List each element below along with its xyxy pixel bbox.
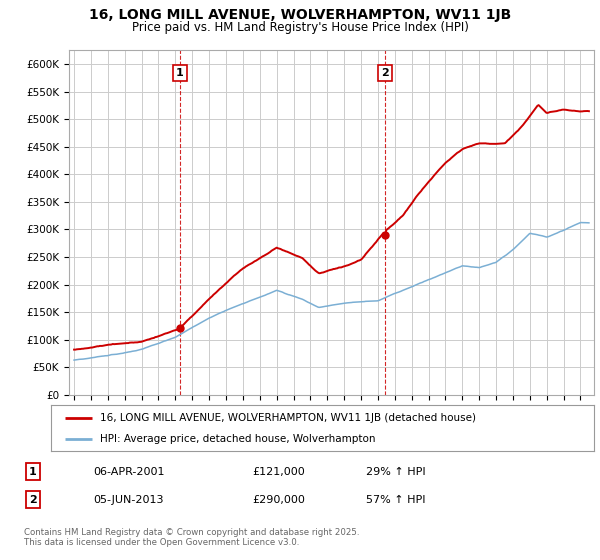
Text: 16, LONG MILL AVENUE, WOLVERHAMPTON, WV11 1JB (detached house): 16, LONG MILL AVENUE, WOLVERHAMPTON, WV1… xyxy=(100,413,476,423)
Text: £290,000: £290,000 xyxy=(252,494,305,505)
Text: 1: 1 xyxy=(176,68,184,78)
Text: 57% ↑ HPI: 57% ↑ HPI xyxy=(366,494,425,505)
Text: 16, LONG MILL AVENUE, WOLVERHAMPTON, WV11 1JB: 16, LONG MILL AVENUE, WOLVERHAMPTON, WV1… xyxy=(89,8,511,22)
Text: 06-APR-2001: 06-APR-2001 xyxy=(93,466,164,477)
Text: 2: 2 xyxy=(381,68,389,78)
Text: £121,000: £121,000 xyxy=(252,466,305,477)
Text: 29% ↑ HPI: 29% ↑ HPI xyxy=(366,466,425,477)
Text: HPI: Average price, detached house, Wolverhampton: HPI: Average price, detached house, Wolv… xyxy=(100,435,376,444)
Text: 2: 2 xyxy=(29,494,37,505)
Text: Price paid vs. HM Land Registry's House Price Index (HPI): Price paid vs. HM Land Registry's House … xyxy=(131,21,469,34)
Text: 1: 1 xyxy=(29,466,37,477)
Text: Contains HM Land Registry data © Crown copyright and database right 2025.
This d: Contains HM Land Registry data © Crown c… xyxy=(24,528,359,547)
Text: 05-JUN-2013: 05-JUN-2013 xyxy=(93,494,163,505)
